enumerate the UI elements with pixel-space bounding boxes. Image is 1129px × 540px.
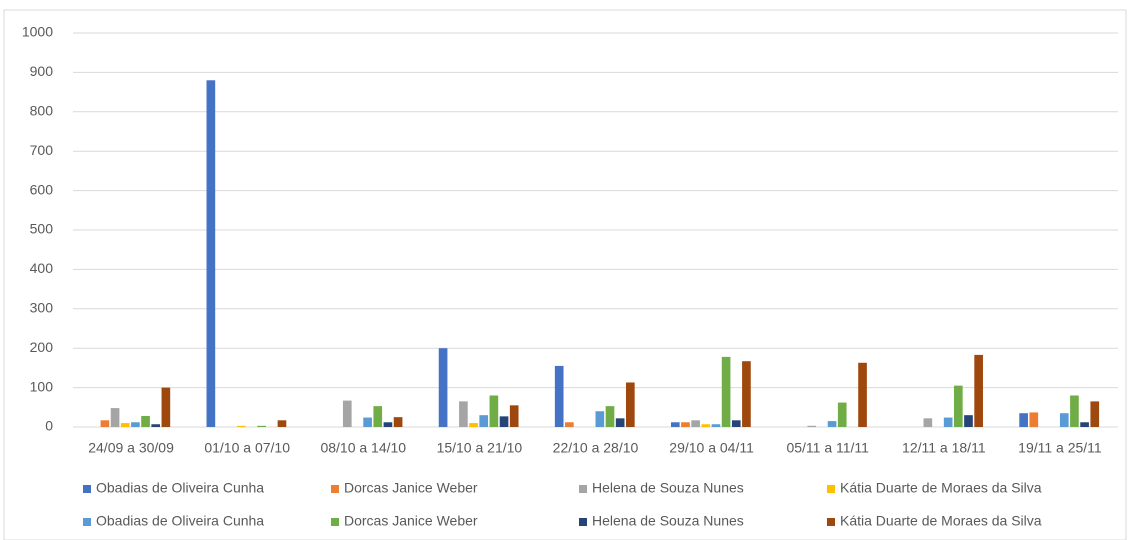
- bar: [393, 417, 403, 427]
- x-tick-label: 22/10 a 28/10: [553, 440, 639, 456]
- bar: [565, 422, 574, 427]
- bar: [625, 382, 635, 427]
- bar: [731, 420, 741, 427]
- bar: [100, 420, 110, 427]
- bar: [827, 421, 837, 427]
- bar: [438, 348, 448, 427]
- bar: [670, 422, 680, 427]
- bar: [595, 411, 605, 427]
- bar: [615, 418, 625, 427]
- bar: [479, 415, 489, 427]
- chart-border: [3, 9, 1127, 540]
- bar: [923, 418, 933, 427]
- bar: [974, 354, 983, 427]
- legend-label: Helena de Souza Nunes: [592, 480, 744, 496]
- legend-label: Helena de Souza Nunes: [592, 513, 744, 529]
- y-tick-label: 700: [30, 142, 54, 158]
- y-tick-label: 300: [30, 300, 54, 316]
- bar: [1019, 413, 1028, 427]
- legend-label: Dorcas Janice Weber: [344, 480, 478, 496]
- bar: [1090, 401, 1100, 427]
- bar: [721, 356, 731, 427]
- bar: [837, 402, 847, 427]
- legend-label: Obadias de Oliveira Cunha: [96, 480, 264, 496]
- y-tick-label: 500: [30, 221, 54, 237]
- legend-swatch: [331, 518, 339, 526]
- bar: [257, 425, 266, 427]
- x-tick-label: 24/09 a 30/09: [88, 440, 174, 456]
- x-tick-label: 29/10 a 04/11: [669, 440, 754, 456]
- x-tick-label: 08/10 a 14/10: [320, 440, 406, 456]
- legend-swatch: [83, 518, 91, 526]
- bar: [383, 422, 393, 427]
- bar: [1070, 395, 1079, 427]
- bar: [691, 420, 700, 427]
- legend-swatch: [579, 518, 587, 526]
- x-tick-label: 05/11 a 11/11: [786, 440, 869, 456]
- bar: [807, 425, 817, 427]
- bar: [554, 365, 564, 427]
- bar: [509, 405, 519, 427]
- x-tick-label: 12/11 a 18/11: [902, 440, 986, 456]
- legend-label: Dorcas Janice Weber: [344, 513, 478, 529]
- bar: [1029, 412, 1039, 427]
- y-tick-label: 100: [30, 378, 54, 394]
- bar: [742, 361, 751, 427]
- y-tick-label: 1000: [22, 24, 53, 40]
- bar: [459, 401, 468, 427]
- bar: [342, 400, 352, 427]
- x-tick-label: 15/10 a 21/10: [437, 440, 523, 456]
- bar: [120, 423, 130, 427]
- y-tick-label: 0: [45, 418, 53, 434]
- bar: [605, 406, 615, 427]
- x-tick-label: 19/11 a 25/11: [1018, 440, 1102, 456]
- legend-swatch: [579, 485, 587, 493]
- bar: [373, 406, 383, 427]
- bar: [964, 415, 973, 427]
- legend-label: Kátia Duarte de Moraes da Silva: [840, 480, 1042, 496]
- bar: [110, 408, 120, 427]
- bar: [277, 420, 287, 427]
- bar: [161, 387, 171, 427]
- y-tick-label: 400: [30, 260, 54, 276]
- bar: [363, 417, 372, 427]
- legend-swatch: [331, 485, 339, 493]
- x-tick-label: 01/10 a 07/10: [204, 440, 290, 456]
- y-tick-label: 600: [30, 181, 54, 197]
- y-tick-label: 200: [30, 339, 54, 355]
- bar: [1080, 422, 1089, 427]
- bar: [953, 385, 963, 427]
- bar: [489, 395, 499, 427]
- bar: [681, 422, 690, 427]
- bar: [499, 416, 509, 427]
- legend-swatch: [827, 518, 835, 526]
- bar: [1059, 413, 1069, 427]
- bar: [151, 424, 161, 427]
- y-tick-label: 900: [30, 63, 54, 79]
- y-tick-label: 800: [30, 103, 54, 119]
- legend-swatch: [83, 485, 91, 493]
- legend-label: Kátia Duarte de Moraes da Silva: [840, 513, 1042, 529]
- bar: [943, 417, 953, 427]
- bar: [141, 415, 150, 427]
- legend-swatch: [827, 485, 835, 493]
- bar: [206, 80, 216, 427]
- bar: [858, 362, 867, 427]
- bar: [711, 424, 721, 427]
- legend-label: Obadias de Oliveira Cunha: [96, 513, 264, 529]
- bar: [237, 425, 246, 427]
- bar: [469, 423, 478, 427]
- bar: [131, 422, 140, 427]
- bar: [701, 424, 711, 427]
